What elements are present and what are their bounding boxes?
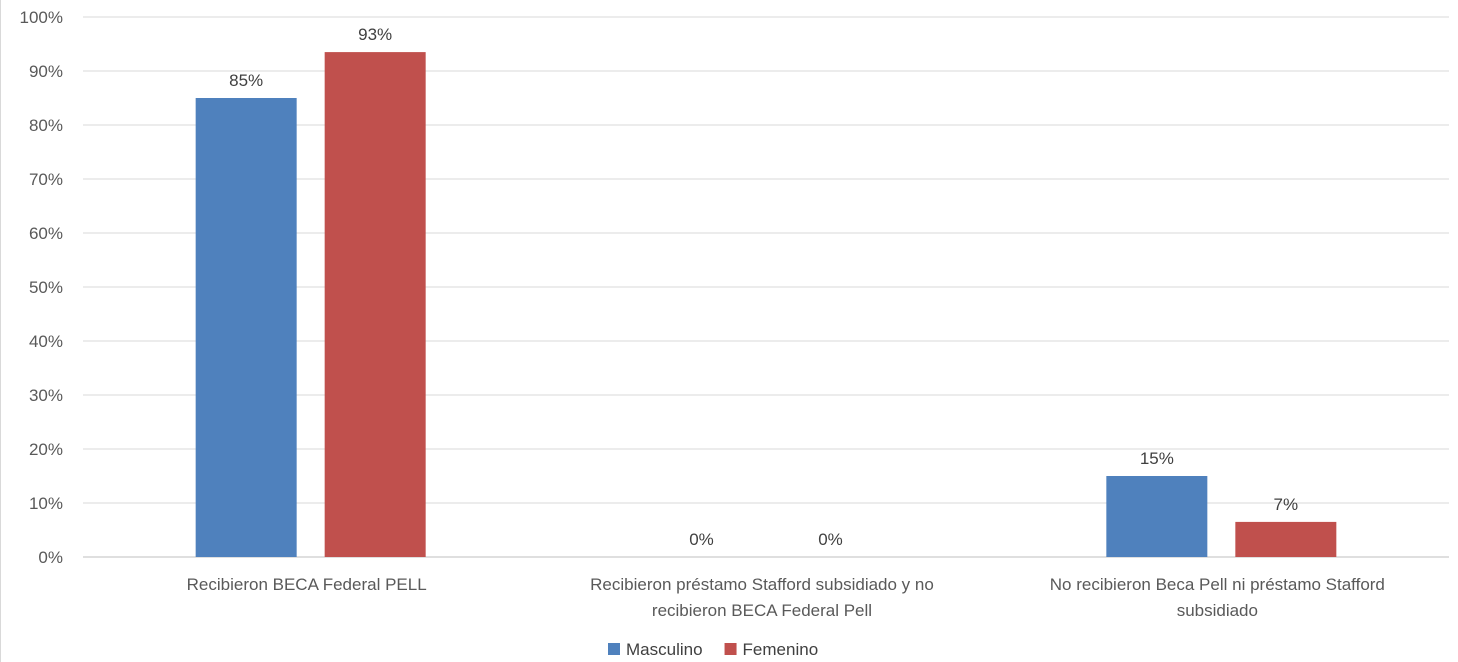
- data-label: 93%: [358, 25, 392, 44]
- category-label: Recibieron BECA Federal PELL: [187, 575, 427, 594]
- category-label: subsidiado: [1177, 601, 1258, 620]
- bar-masculino: [195, 98, 297, 557]
- data-label: 0%: [818, 530, 843, 549]
- y-tick-label: 40%: [29, 332, 63, 351]
- category-label: recibieron BECA Federal Pell: [652, 601, 872, 620]
- legend-label: Masculino: [626, 640, 703, 659]
- category-label: Recibieron préstamo Stafford subsidiado …: [590, 575, 934, 594]
- data-label: 7%: [1274, 495, 1299, 514]
- y-tick-label: 90%: [29, 62, 63, 81]
- legend-swatch: [608, 643, 620, 655]
- y-tick-label: 60%: [29, 224, 63, 243]
- y-tick-label: 0%: [38, 548, 63, 567]
- y-tick-label: 20%: [29, 440, 63, 459]
- y-tick-label: 70%: [29, 170, 63, 189]
- legend-swatch: [724, 643, 737, 655]
- bar-femenino: [324, 52, 426, 557]
- data-label: 85%: [229, 71, 263, 90]
- y-tick-label: 100%: [20, 8, 63, 27]
- bar-femenino: [1235, 521, 1337, 557]
- data-label: 15%: [1140, 449, 1174, 468]
- y-tick-label: 50%: [29, 278, 63, 297]
- category-label: No recibieron Beca Pell ni préstamo Staf…: [1050, 575, 1385, 594]
- legend-label: Femenino: [743, 640, 819, 659]
- data-label: 0%: [689, 530, 714, 549]
- y-tick-label: 30%: [29, 386, 63, 405]
- y-tick-label: 10%: [29, 494, 63, 513]
- bar-masculino: [1106, 476, 1208, 557]
- y-tick-label: 80%: [29, 116, 63, 135]
